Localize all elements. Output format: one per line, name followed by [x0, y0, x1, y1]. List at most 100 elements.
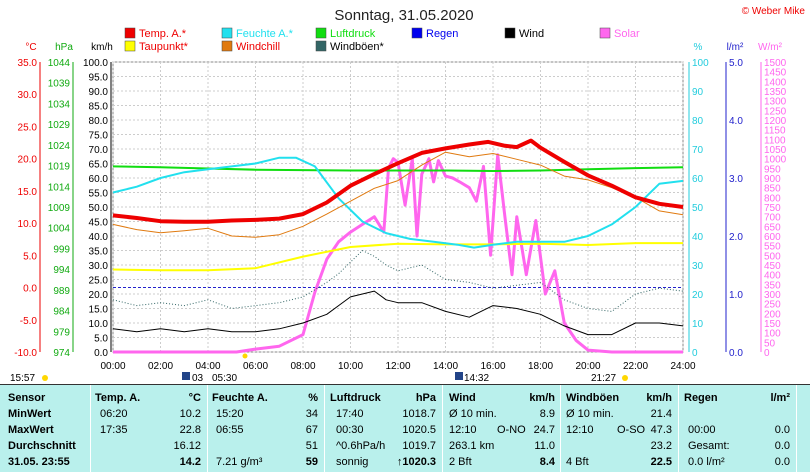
y-tick-label: 950	[764, 164, 781, 175]
x-tick-label: 04:00	[195, 361, 220, 372]
legend-swatch	[599, 27, 611, 39]
header-press: Luftdruck	[330, 392, 381, 404]
press-value: 1020.5	[402, 424, 436, 436]
y-tick-label: 4.0	[729, 116, 743, 127]
y-tick-label: 500	[764, 251, 781, 262]
y-tick-label: 60	[692, 174, 704, 185]
header-rain-unit: l/m²	[770, 392, 790, 404]
wind-value: 11.0	[534, 440, 555, 452]
header-gust-unit: km/h	[646, 392, 672, 404]
temp-value: 16.12	[173, 440, 201, 452]
y-tick-label: 1000	[764, 155, 787, 166]
y-tick-label: 3.0	[729, 174, 743, 185]
y-tick-label: 1014	[48, 182, 71, 193]
y-tick-label: 1050	[764, 145, 787, 156]
header-sensor: Sensor	[8, 392, 46, 404]
axis-unit-label: °C	[25, 42, 36, 53]
y-tick-label: 350	[764, 280, 781, 291]
stats-table: Sensor Temp. A. °C Feuchte A.% Luftdruck hPa W…	[0, 384, 810, 472]
x-tick-label: 22:00	[623, 361, 648, 372]
y-tick-label: 75.0	[89, 131, 109, 142]
y-tick-label: 0.0	[23, 284, 37, 295]
y-tick-label: 35.0	[89, 247, 109, 258]
series-group	[112, 138, 684, 354]
noon-time: 14:32	[464, 373, 489, 384]
y-tick-label: 1004	[48, 224, 71, 235]
hum-time: 7.21 g/m³	[216, 456, 263, 468]
y-tick-label: 1039	[48, 79, 71, 90]
legend-swatch	[315, 40, 327, 52]
rain-time: Gesamt:	[688, 440, 730, 452]
time-left: 15:57	[10, 373, 35, 384]
legend-swatch	[504, 27, 516, 39]
wind-time: Ø 10 min.	[449, 408, 497, 420]
wind-time: 263.1 km	[449, 440, 495, 452]
legend-label: Taupunkt*	[139, 41, 189, 53]
y-tick-label: 1019	[48, 162, 71, 173]
hum-value: 59	[305, 456, 318, 468]
y-tick-label: 30	[692, 261, 704, 272]
x-tick-label: 12:00	[385, 361, 410, 372]
x-tick-label: 08:00	[290, 361, 315, 372]
y-tick-label: 45.0	[89, 218, 109, 229]
y-tick-label: 0.0	[94, 348, 108, 359]
temp-value: 10.2	[179, 408, 201, 420]
y-tick-label: 50.0	[89, 203, 109, 214]
wind-value: 8.4	[539, 456, 555, 468]
y-tick-label: -5.0	[20, 316, 38, 327]
x-tick-label: 02:00	[148, 361, 173, 372]
y-tick-label: 0	[692, 348, 698, 359]
noon-icon	[455, 372, 463, 380]
x-tick-label: 00:00	[100, 361, 125, 372]
series-line-windchill	[112, 151, 684, 238]
rain-value: 0.0	[774, 424, 790, 436]
y-tick-label: 1400	[764, 77, 787, 88]
header-hum-unit: %	[308, 392, 318, 404]
rain-value: 0.0	[774, 456, 790, 468]
y-tick-label: 50	[692, 203, 704, 214]
x-tick-label: 20:00	[575, 361, 600, 372]
x-tick-label: 18:00	[528, 361, 553, 372]
hum-value: 34	[305, 408, 318, 420]
axis-unit-label: %	[694, 42, 703, 53]
y-tick-label: 50	[764, 338, 776, 349]
gust-value: 47.3	[650, 424, 672, 436]
y-tick-label: 1350	[764, 87, 787, 98]
gust-time: 4 Bft	[566, 456, 589, 468]
temp-value: 22.8	[179, 424, 201, 436]
y-tick-label: 0.0	[729, 348, 743, 359]
sunset-icon	[622, 375, 628, 381]
x-tick-label: 24:00	[670, 361, 695, 372]
sun-timeline: 15:57 03 05:30 14:32 21:27	[10, 353, 628, 384]
axis-ticks: 00:00 02:00 04:00 06:00 08:00 10:00 12:00 14:00…	[14, 58, 786, 372]
y-tick-label: 400	[764, 271, 781, 282]
temp-value: 14.2	[179, 456, 201, 468]
y-tick-label: 250	[764, 300, 781, 311]
row-label: MinWert	[8, 408, 52, 420]
y-tick-label: 60.0	[89, 174, 109, 185]
y-tick-label: 10.0	[18, 219, 38, 230]
y-tick-label: 550	[764, 242, 781, 253]
y-tick-label: 994	[53, 265, 70, 276]
y-tick-label: 25.0	[18, 122, 38, 133]
legend-swatch	[411, 27, 423, 39]
y-tick-label: 30.0	[89, 261, 109, 272]
temp-time: 17:35	[100, 424, 128, 436]
rain-time: 00:00	[688, 424, 716, 436]
row-label: Durchschnitt	[8, 440, 76, 452]
axis-unit-label: W/m²	[758, 42, 783, 53]
y-tick-label: 650	[764, 222, 781, 233]
y-tick-label: 1034	[48, 99, 71, 110]
gust-time: Ø 10 min.	[566, 408, 614, 420]
y-tick-label: 200	[764, 309, 781, 320]
wind-value: 8.9	[539, 408, 555, 420]
y-tick-label: 1009	[48, 203, 71, 214]
header-temp-unit: °C	[188, 392, 201, 404]
y-tick-label: 25.0	[89, 276, 109, 287]
y-tick-label: 1500	[764, 58, 787, 69]
legend-label: Luftdruck	[330, 28, 376, 40]
sun-icon	[42, 375, 48, 381]
weather-chart: Sonntag, 31.05.2020 © Weber Mike Temp. A…	[10, 6, 805, 384]
rain-value: 0.0	[774, 440, 790, 452]
legend-swatch	[124, 27, 136, 39]
